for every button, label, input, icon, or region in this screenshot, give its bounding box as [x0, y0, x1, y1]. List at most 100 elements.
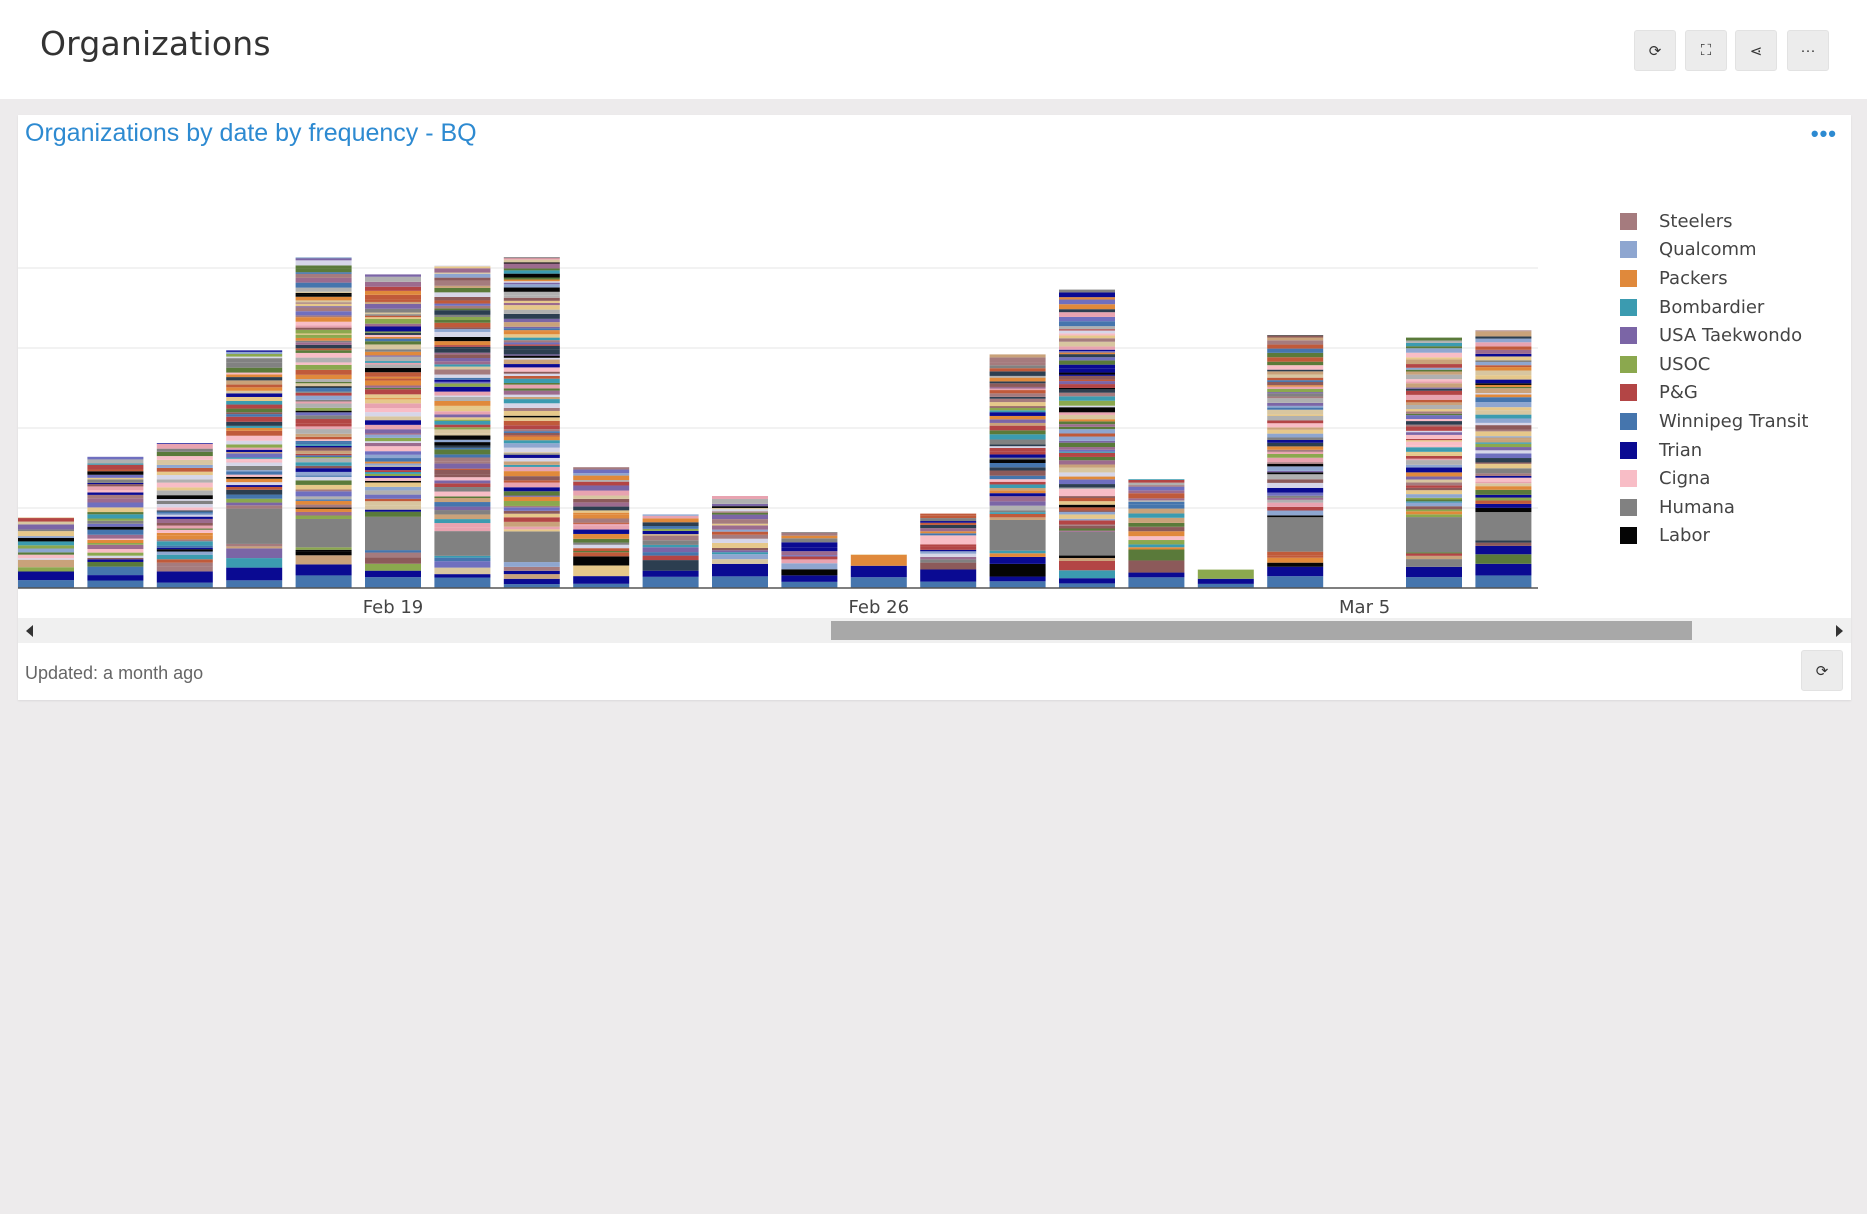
- bar-segment: [1059, 392, 1115, 397]
- bar-segment: [712, 506, 768, 508]
- bar-Mar 7[interactable]: [1475, 330, 1532, 588]
- bar-Feb 16[interactable]: [156, 443, 213, 588]
- legend-label: Trian: [1659, 439, 1703, 461]
- refresh-button[interactable]: ⟳: [1634, 30, 1676, 71]
- bar-segment: [295, 499, 352, 501]
- bar-segment: [365, 424, 421, 430]
- bar-segment: [1267, 415, 1324, 421]
- bar-segment: [781, 538, 838, 543]
- bar-segment: [434, 364, 491, 367]
- bar-Feb 27[interactable]: [920, 513, 977, 588]
- bar-segment: [989, 415, 1046, 420]
- bar-segment: [295, 547, 352, 550]
- bar-segment: [781, 563, 838, 570]
- legend-item[interactable]: P&G: [1620, 379, 1809, 408]
- bar-segment: [503, 364, 560, 368]
- bar-Feb 22[interactable]: [573, 467, 630, 588]
- bar-segment: [1267, 515, 1324, 518]
- bar-segment: [434, 379, 491, 382]
- bar-segment: [434, 400, 491, 406]
- bar-segment: [503, 262, 560, 264]
- bar-segment: [434, 377, 491, 380]
- bar-Mar 6[interactable]: [1406, 337, 1462, 588]
- widget-refresh-button[interactable]: ⟳: [1801, 650, 1843, 691]
- bar-segment: [295, 273, 352, 278]
- bar-Feb 17[interactable]: [226, 350, 283, 588]
- bar-segment: [295, 260, 352, 266]
- bar-Feb 19[interactable]: [365, 274, 421, 588]
- bar-Feb 23[interactable]: [642, 514, 699, 588]
- bar-segment: [226, 558, 283, 568]
- bar-segment: [712, 507, 768, 510]
- legend-item[interactable]: Packers: [1620, 264, 1809, 293]
- bar-Feb 25[interactable]: [781, 532, 838, 588]
- bar-segment: [156, 515, 213, 517]
- bar-segment: [156, 539, 213, 542]
- scroll-thumb[interactable]: [831, 621, 1692, 640]
- chart-scrollbar[interactable]: [18, 618, 1851, 643]
- bar-Feb 18[interactable]: [295, 257, 352, 588]
- bar-segment: [434, 383, 491, 387]
- bar-Mar 3[interactable]: [1197, 569, 1254, 588]
- bar-segment: [226, 543, 283, 547]
- bar-Feb 20[interactable]: [434, 265, 491, 588]
- bar-segment: [365, 498, 421, 502]
- x-tick-label: Feb 19: [363, 597, 424, 615]
- bar-segment: [1059, 514, 1115, 519]
- legend-label: P&G: [1659, 382, 1698, 404]
- legend-item[interactable]: Humana: [1620, 493, 1809, 522]
- bar-Feb 24[interactable]: [712, 496, 768, 588]
- bar-segment: [1406, 453, 1462, 456]
- bar-segment: [295, 433, 352, 437]
- bar-segment: [434, 419, 491, 421]
- bar-Feb 28[interactable]: [989, 354, 1046, 588]
- legend-item[interactable]: USA Taekwondo: [1620, 321, 1809, 350]
- bar-segment: [295, 381, 352, 384]
- more-button[interactable]: ···: [1787, 30, 1829, 71]
- widget-title[interactable]: Organizations by date by frequency - BQ: [25, 119, 477, 147]
- bar-segment: [365, 389, 421, 395]
- bar-Mar 2[interactable]: [1128, 479, 1185, 588]
- legend-item[interactable]: USOC: [1620, 350, 1809, 379]
- bar-Mar 1[interactable]: [1059, 289, 1115, 588]
- bar-segment: [365, 334, 421, 337]
- bar-segment: [1267, 487, 1324, 493]
- bar-segment: [712, 509, 768, 512]
- legend-item[interactable]: Trian: [1620, 436, 1809, 465]
- scroll-left-icon[interactable]: [26, 625, 33, 637]
- bar-segment: [1475, 497, 1532, 501]
- share-button[interactable]: ⋖: [1735, 30, 1777, 71]
- bar-Feb 15[interactable]: [87, 456, 144, 588]
- legend-item[interactable]: Cigna: [1620, 464, 1809, 493]
- bar-segment: [1475, 437, 1532, 440]
- bar-segment: [573, 542, 630, 545]
- legend-item[interactable]: Bombardier: [1620, 293, 1809, 322]
- bar-segment: [1059, 352, 1115, 355]
- scroll-right-icon[interactable]: [1836, 625, 1843, 637]
- bar-Feb 26[interactable]: [850, 554, 907, 588]
- bar-Feb 21[interactable]: [503, 257, 560, 588]
- legend-item[interactable]: Steelers: [1620, 207, 1809, 236]
- legend-item[interactable]: Winnipeg Transit: [1620, 407, 1809, 436]
- fullscreen-button[interactable]: ⛶: [1685, 30, 1727, 71]
- bar-segment: [1128, 522, 1185, 527]
- widget-menu-icon[interactable]: •••: [1810, 121, 1837, 146]
- bar-segment: [87, 514, 144, 519]
- bar-segment: [1128, 549, 1185, 561]
- bar-segment: [1059, 329, 1115, 331]
- bar-segment: [1059, 426, 1115, 430]
- bar-segment: [87, 544, 144, 549]
- bar-segment: [503, 354, 560, 356]
- bar-segment: [920, 553, 977, 557]
- bar-segment: [434, 358, 491, 362]
- bar-segment: [156, 566, 213, 572]
- bar-segment: [989, 556, 1046, 564]
- bar-segment: [156, 504, 213, 508]
- legend-item[interactable]: Labor: [1620, 522, 1809, 551]
- legend-item[interactable]: Qualcomm: [1620, 236, 1809, 265]
- bar-segment: [156, 554, 213, 560]
- bar-Mar 4[interactable]: [1267, 335, 1324, 588]
- bar-segment: [226, 458, 283, 461]
- bar-segment: [365, 332, 421, 335]
- bar-Feb 14[interactable]: [18, 517, 74, 588]
